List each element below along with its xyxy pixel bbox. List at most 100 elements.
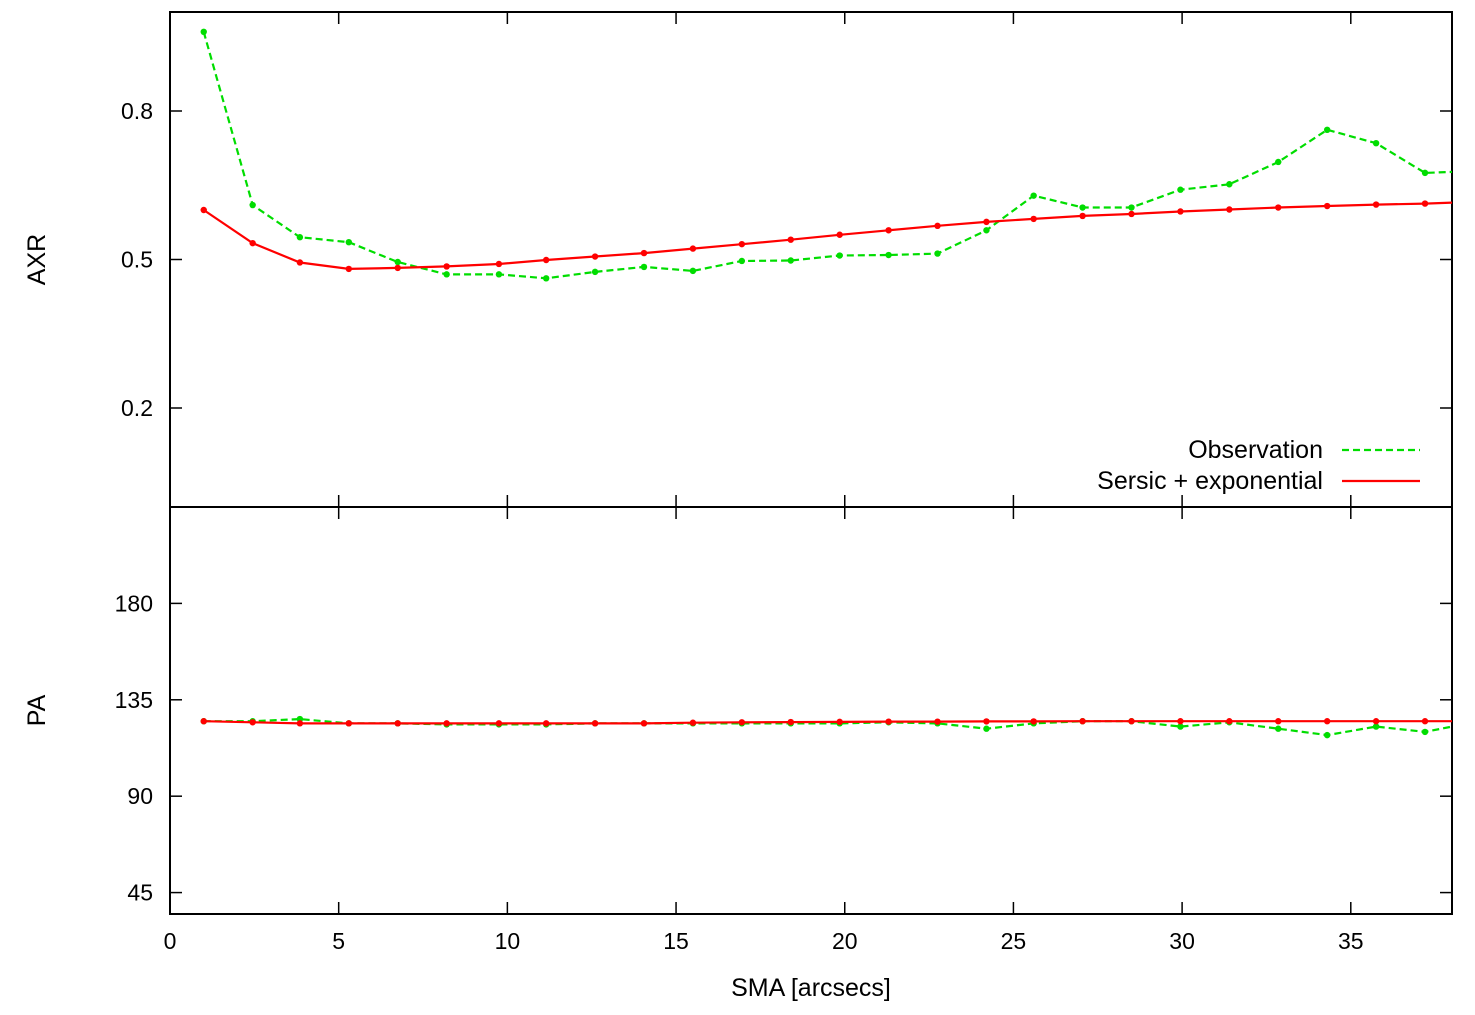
x-axis-label: SMA [arcsecs] — [731, 974, 891, 1002]
data-point-model — [934, 718, 941, 725]
data-point-model — [249, 719, 256, 726]
data-point-model — [1177, 718, 1184, 725]
data-point-observation — [1030, 192, 1037, 199]
data-point-observation — [1079, 204, 1086, 211]
data-point-model — [394, 720, 401, 727]
data-point-model — [787, 236, 794, 243]
data-point-observation — [200, 28, 207, 35]
y-axis-label: AXR — [23, 234, 51, 285]
data-point-observation — [1323, 126, 1331, 134]
data-point-model — [934, 222, 941, 230]
data-point-observation — [1421, 169, 1429, 177]
data-point-model — [345, 720, 353, 727]
data-point-model — [296, 259, 304, 266]
x-tick-label: 10 — [495, 928, 521, 954]
data-point-model — [1079, 212, 1086, 220]
x-tick-label: 5 — [332, 928, 345, 954]
data-point-model — [1421, 718, 1429, 725]
data-point-model — [200, 718, 207, 725]
data-point-model — [640, 720, 648, 727]
data-point-observation — [1275, 725, 1282, 732]
data-point-model — [738, 240, 746, 248]
data-point-observation — [689, 267, 697, 275]
data-point-observation — [1275, 158, 1282, 166]
data-point-model — [885, 718, 892, 725]
data-point-observation — [296, 234, 304, 241]
data-point-model — [495, 260, 503, 268]
data-point-model — [787, 718, 794, 726]
data-point-observation — [345, 238, 353, 246]
data-point-model — [1372, 718, 1380, 725]
data-point-observation — [983, 725, 990, 732]
data-point-model — [443, 720, 450, 727]
data-point-model — [249, 239, 256, 247]
plot-frame — [169, 11, 1453, 508]
data-point-observation — [1226, 181, 1233, 188]
data-point-model — [689, 245, 697, 252]
data-point-model — [640, 249, 648, 257]
data-point-model — [738, 719, 746, 726]
data-point-observation — [1323, 731, 1331, 739]
data-point-model — [1177, 208, 1184, 215]
data-point-model — [542, 720, 550, 727]
axr-panel: 0.2 0.5 0.8 AXR Observation Sersic + exponent… — [23, 11, 1453, 508]
x-tick-label: 30 — [1169, 928, 1195, 954]
data-point-model — [983, 218, 990, 226]
plot-frame — [169, 506, 1453, 915]
data-point-observation — [1177, 186, 1184, 193]
data-point-observation — [738, 257, 746, 265]
data-point-observation — [591, 268, 599, 276]
data-point-model — [591, 720, 599, 727]
data-point-observation — [983, 227, 990, 234]
data-point-observation — [495, 271, 503, 278]
y-tick-label: 0.5 — [121, 247, 153, 273]
data-point-observation — [836, 252, 843, 259]
data-point-observation — [787, 257, 794, 264]
data-point-observation — [934, 250, 941, 257]
data-point-model — [345, 265, 353, 273]
y-tick-label: 0.8 — [121, 98, 153, 124]
series-line-observation — [202, 31, 1453, 280]
data-point-model — [495, 720, 503, 727]
data-point-observation — [885, 251, 892, 259]
x-tick-label: 15 — [663, 928, 689, 954]
data-point-model — [983, 718, 990, 725]
data-point-observation — [443, 271, 450, 278]
data-point-model — [200, 206, 207, 214]
data-point-model — [836, 718, 843, 726]
y-tick-label: 180 — [115, 590, 153, 616]
data-point-observation — [640, 263, 648, 271]
y-tick-label: 90 — [127, 783, 153, 809]
legend-label: Observation — [1188, 436, 1323, 464]
data-point-model — [1030, 718, 1037, 725]
data-point-model — [1323, 202, 1331, 210]
data-point-model — [591, 253, 599, 260]
series-line-model — [203, 720, 1452, 725]
data-point-model — [1421, 200, 1429, 207]
x-tick-label: 20 — [832, 928, 858, 954]
legend-label: Sersic + exponential — [1097, 467, 1323, 495]
data-point-observation — [542, 275, 550, 282]
data-point-observation — [394, 258, 401, 266]
data-point-model — [1275, 204, 1282, 211]
data-point-observation — [1372, 723, 1380, 730]
data-point-model — [1226, 206, 1233, 213]
data-point-model — [1128, 718, 1135, 725]
y-axis-label: PA — [23, 694, 51, 726]
data-point-model — [885, 227, 892, 234]
data-point-observation — [1177, 723, 1184, 730]
data-point-model — [1323, 718, 1331, 725]
data-point-model — [1079, 718, 1086, 725]
y-tick-label: 135 — [115, 687, 153, 713]
data-point-observation — [1128, 204, 1135, 211]
legend: Observation Sersic + exponential — [1097, 436, 1420, 495]
x-tick-label: 25 — [1001, 928, 1027, 954]
data-point-observation — [249, 201, 256, 209]
y-tick-label: 45 — [127, 880, 153, 906]
data-point-observation — [1421, 728, 1429, 736]
x-tick-label: 0 — [164, 928, 177, 954]
pa-panel: 0 5 10 15 20 25 30 35 45 90 135 180 PA — [23, 506, 1453, 954]
y-tick-label: 0.2 — [121, 395, 153, 421]
data-point-observation — [1372, 139, 1380, 147]
